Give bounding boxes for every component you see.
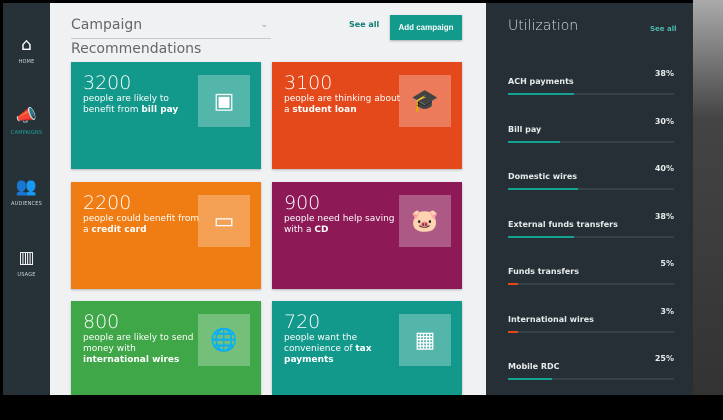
utilization-bar [508, 378, 674, 380]
wallet-icon: ▣ [198, 75, 250, 127]
campaign-dropdown[interactable]: Campaign Recommendations ⌄ [71, 13, 271, 57]
sidebar-item-label: AUDIENCES [11, 201, 42, 207]
card-text: people are thinking about a [284, 94, 401, 115]
utilization-label: Funds transfers [508, 267, 579, 276]
utilization-label: ACH payments [508, 77, 574, 86]
sidebar-item-home[interactable]: ⌂ HOME [3, 35, 50, 65]
sidebar-item-usage[interactable]: ▥ USAGE [3, 248, 50, 278]
utilization-bar-fill [508, 330, 518, 333]
card-description: people could benefit from a credit card [83, 214, 203, 236]
bar-chart-icon: ▥ [18, 248, 35, 268]
utilization-bar-fill [508, 378, 552, 380]
sidebar-item-label: USAGE [17, 272, 36, 278]
card-count: 900 [284, 192, 321, 214]
utilization-value: 40% [654, 164, 674, 173]
main-panel: Campaign Recommendations ⌄ See all Add ca… [50, 3, 528, 395]
utilization-label: Bill pay [508, 124, 542, 134]
card-product: bill pay [141, 105, 179, 115]
sidebar-item-label: HOME [18, 59, 35, 65]
see-all-utilization-link[interactable]: See all [650, 25, 677, 33]
sidebar-item-label: CAMPAIGNS [10, 130, 43, 136]
utilization-bar [508, 140, 674, 143]
utilization-label: Mobile RDC [508, 362, 560, 371]
chevron-down-icon: ⌄ [260, 20, 268, 30]
utilization-label: International wires [508, 314, 594, 324]
sidebar: ⌂ HOME 📣 CAMPAIGNS 👥 AUDIENCES ▥ USAGE [3, 3, 50, 395]
card-count: 3100 [284, 72, 333, 94]
utilization-bar-fill [508, 93, 575, 95]
sidebar-item-audiences[interactable]: 👥 AUDIENCES [3, 177, 50, 207]
utilization-bar-fill [508, 283, 518, 285]
utilization-bar [508, 283, 674, 285]
card-description: people are thinking about a student loan [284, 94, 404, 116]
graduation-cap-icon: 🎓 [399, 75, 451, 127]
card-product: international wires [83, 355, 180, 365]
utilization-label: Domestic wires [508, 172, 578, 181]
campaign-card[interactable]: 800 people are likely to send money with… [71, 301, 261, 395]
utilization-row: External funds transfers 38% [508, 212, 674, 238]
card-text: people could benefit from a [83, 214, 200, 235]
globe-icon: 🌐 [198, 314, 250, 366]
credit-card-icon: ▭ [198, 195, 250, 247]
see-all-campaigns-link[interactable]: See all [349, 20, 380, 29]
utilization-value: 5% [660, 259, 674, 268]
card-text: people want the convenience of [284, 333, 358, 354]
card-product: student loan [292, 105, 357, 115]
utilization-value: 38% [654, 69, 674, 78]
utilization-bar-fill [508, 140, 561, 143]
add-campaign-button[interactable]: Add campaign [390, 15, 462, 40]
home-icon: ⌂ [21, 35, 32, 55]
card-product: credit card [91, 225, 147, 235]
utilization-label: External funds transfers [508, 219, 618, 229]
card-text: people are likely to benefit from [83, 94, 169, 115]
calculator-icon: ▦ [399, 314, 451, 366]
utilization-row: International wires 3% [508, 307, 674, 333]
sidebar-item-campaigns[interactable]: 📣 CAMPAIGNS [3, 106, 50, 136]
card-description: people need help saving with a CD [284, 214, 404, 236]
utilization-panel: Utilization See all ACH payments 38% Bill… [486, 3, 693, 395]
utilization-value: 30% [654, 116, 674, 126]
card-text: people need help saving with a [284, 214, 395, 235]
utilization-bar-fill [508, 188, 578, 190]
utilization-row: Mobile RDC 25% [508, 354, 674, 380]
card-description: people are likely to benefit from bill p… [83, 94, 203, 116]
utilization-bar-fill [508, 235, 575, 238]
utilization-value: 38% [654, 211, 674, 221]
utilization-row: Bill pay 30% [508, 117, 674, 143]
utilization-bar [508, 330, 674, 333]
campaign-card[interactable]: 720 people want the convenience of tax p… [272, 301, 462, 395]
utilization-value: 25% [654, 354, 674, 363]
card-description: people want the convenience of tax payme… [284, 333, 404, 366]
utilization-row: Domestic wires 40% [508, 164, 674, 190]
utilization-bar [508, 188, 674, 190]
utilization-title: Utilization [508, 18, 579, 34]
card-count: 2200 [83, 192, 132, 214]
utilization-value: 3% [660, 306, 674, 316]
people-icon: 👥 [15, 177, 38, 197]
card-description: people are likely to send money with int… [83, 333, 203, 366]
card-product: tax payments [284, 344, 372, 365]
utilization-row: ACH payments 38% [508, 69, 674, 95]
campaign-card[interactable]: 900 people need help saving with a CD 🐷 [272, 182, 462, 289]
utilization-bar [508, 93, 674, 95]
page-title: Campaign Recommendations [71, 17, 202, 57]
background-edge [693, 0, 723, 395]
card-product: CD [314, 225, 329, 235]
card-count: 800 [83, 311, 120, 333]
campaign-card[interactable]: 3200 people are likely to benefit from b… [71, 62, 261, 169]
campaign-card[interactable]: 3100 people are thinking about a student… [272, 62, 462, 169]
utilization-bar [508, 235, 674, 238]
megaphone-icon: 📣 [15, 106, 38, 126]
app-window: ⌂ HOME 📣 CAMPAIGNS 👥 AUDIENCES ▥ USAGE Campaign… [3, 3, 693, 395]
campaign-card[interactable]: 2200 people could benefit from a credit … [71, 182, 261, 289]
utilization-row: Funds transfers 5% [508, 259, 674, 285]
piggy-bank-icon: 🐷 [399, 195, 451, 247]
card-count: 3200 [83, 72, 132, 94]
card-count: 720 [284, 311, 321, 333]
card-text: people are likely to send money with [83, 333, 194, 354]
